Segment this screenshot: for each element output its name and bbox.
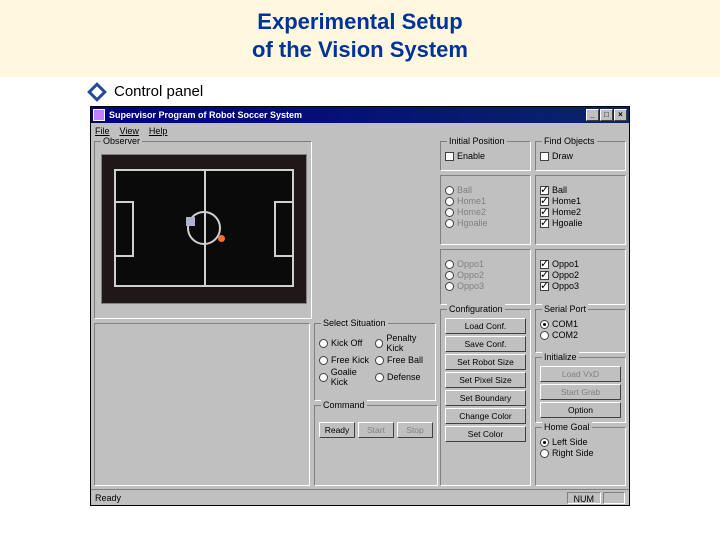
radio-com1[interactable]: COM1 bbox=[540, 319, 621, 329]
check-oppo1[interactable]: Oppo1 bbox=[540, 259, 621, 269]
start-button[interactable]: Start bbox=[358, 422, 394, 438]
command-group: Command Ready Start Stop bbox=[314, 405, 438, 486]
configuration-legend: Configuration bbox=[447, 304, 505, 314]
radio-home1-pos[interactable]: Home1 bbox=[445, 196, 526, 206]
close-button[interactable]: × bbox=[614, 109, 627, 121]
bullet-text: Control panel bbox=[114, 83, 203, 100]
initial-position-group: Initial Position Enable bbox=[440, 141, 531, 171]
radio-oppo1-pos[interactable]: Oppo1 bbox=[445, 259, 526, 269]
maximize-button[interactable]: □ bbox=[600, 109, 613, 121]
home-goal-legend: Home Goal bbox=[542, 422, 592, 432]
slide-header: Experimental Setup of the Vision System bbox=[0, 0, 720, 77]
robot-icon bbox=[186, 217, 195, 226]
set-color-button[interactable]: Set Color bbox=[445, 426, 526, 442]
initial-position-legend: Initial Position bbox=[447, 136, 507, 146]
radio-oppo3-pos[interactable]: Oppo3 bbox=[445, 281, 526, 291]
find-objects-group: Find Objects Draw bbox=[535, 141, 626, 171]
start-grab-button[interactable]: Start Grab bbox=[540, 384, 621, 400]
ready-button[interactable]: Ready bbox=[319, 422, 355, 438]
change-color-button[interactable]: Change Color bbox=[445, 408, 526, 424]
load-conf-button[interactable]: Load Conf. bbox=[445, 318, 526, 334]
radio-defense[interactable]: Defense bbox=[375, 367, 431, 387]
radio-kick-off[interactable]: Kick Off bbox=[319, 333, 375, 353]
initialize-group: Initialize Load VxD Start Grab Option bbox=[535, 357, 626, 423]
status-empty bbox=[603, 492, 625, 504]
serial-port-group: Serial Port COM1 COM2 bbox=[535, 309, 626, 353]
radio-com2[interactable]: COM2 bbox=[540, 330, 621, 340]
radio-oppo2-pos[interactable]: Oppo2 bbox=[445, 270, 526, 280]
minimize-button[interactable]: _ bbox=[586, 109, 599, 121]
client-area: Observer Select Situation bbox=[91, 138, 629, 489]
select-situation-legend: Select Situation bbox=[321, 318, 388, 328]
check-ball[interactable]: Ball bbox=[540, 185, 621, 195]
title-line-2: of the Vision System bbox=[252, 37, 468, 62]
initialize-legend: Initialize bbox=[542, 352, 579, 362]
app-icon bbox=[93, 109, 105, 121]
check-oppo2[interactable]: Oppo2 bbox=[540, 270, 621, 280]
find-objects-legend: Find Objects bbox=[542, 136, 597, 146]
stop-button[interactable]: Stop bbox=[397, 422, 433, 438]
check-oppo3[interactable]: Oppo3 bbox=[540, 281, 621, 291]
slide-title: Experimental Setup of the Vision System bbox=[0, 8, 720, 63]
status-ready: Ready bbox=[95, 493, 121, 503]
bullet-row: Control panel bbox=[0, 77, 720, 106]
option-button[interactable]: Option bbox=[540, 402, 621, 418]
soccer-field bbox=[114, 169, 294, 287]
check-home1[interactable]: Home1 bbox=[540, 196, 621, 206]
find-checks-home: Ball Home1 Home2 Hgoalie bbox=[535, 175, 626, 245]
radio-goalie-kick[interactable]: Goalie Kick bbox=[319, 367, 375, 387]
serial-port-legend: Serial Port bbox=[542, 304, 588, 314]
save-conf-button[interactable]: Save Conf. bbox=[445, 336, 526, 352]
radio-free-kick[interactable]: Free Kick bbox=[319, 355, 375, 365]
app-window: Supervisor Program of Robot Soccer Syste… bbox=[90, 106, 630, 506]
load-vxd-button[interactable]: Load VxD bbox=[540, 366, 621, 382]
set-pixel-size-button[interactable]: Set Pixel Size bbox=[445, 372, 526, 388]
title-line-1: Experimental Setup bbox=[257, 9, 462, 34]
statusbar: Ready NUM bbox=[91, 489, 629, 505]
menu-file[interactable]: File bbox=[95, 126, 110, 136]
observer-group: Observer bbox=[94, 141, 312, 319]
window-title: Supervisor Program of Robot Soccer Syste… bbox=[109, 110, 585, 120]
configuration-group: Configuration Load Conf. Save Conf. Set … bbox=[440, 309, 531, 486]
command-legend: Command bbox=[321, 400, 367, 410]
set-boundary-button[interactable]: Set Boundary bbox=[445, 390, 526, 406]
radio-hgoalie-pos[interactable]: Hgoalie bbox=[445, 218, 526, 228]
find-checks-oppo: Oppo1 Oppo2 Oppo3 bbox=[535, 249, 626, 305]
radio-left-side[interactable]: Left Side bbox=[540, 437, 621, 447]
diamond-bullet-icon bbox=[90, 85, 104, 99]
radio-home2-pos[interactable]: Home2 bbox=[445, 207, 526, 217]
check-home2[interactable]: Home2 bbox=[540, 207, 621, 217]
radio-free-ball[interactable]: Free Ball bbox=[375, 355, 431, 365]
status-num: NUM bbox=[567, 492, 602, 504]
check-hgoalie[interactable]: Hgoalie bbox=[540, 218, 621, 228]
set-robot-size-button[interactable]: Set Robot Size bbox=[445, 354, 526, 370]
radio-ball-pos[interactable]: Ball bbox=[445, 185, 526, 195]
video-feed bbox=[101, 154, 307, 304]
draw-checkbox[interactable]: Draw bbox=[540, 151, 621, 161]
observer-legend: Observer bbox=[101, 136, 142, 146]
enable-checkbox[interactable]: Enable bbox=[445, 151, 526, 161]
radio-penalty-kick[interactable]: Penalty Kick bbox=[375, 333, 431, 353]
position-radios-home: Ball Home1 Home2 Hgoalie bbox=[440, 175, 531, 245]
position-radios-oppo: Oppo1 Oppo2 Oppo3 bbox=[440, 249, 531, 305]
menu-view[interactable]: View bbox=[120, 126, 139, 136]
home-goal-group: Home Goal Left Side Right Side bbox=[535, 427, 626, 486]
select-situation-group: Select Situation Kick Off Penalty Kick F… bbox=[314, 323, 436, 401]
menu-help[interactable]: Help bbox=[149, 126, 168, 136]
titlebar[interactable]: Supervisor Program of Robot Soccer Syste… bbox=[91, 107, 629, 123]
radio-right-side[interactable]: Right Side bbox=[540, 448, 621, 458]
lower-left-panel bbox=[94, 323, 310, 486]
ball-icon bbox=[218, 235, 225, 242]
